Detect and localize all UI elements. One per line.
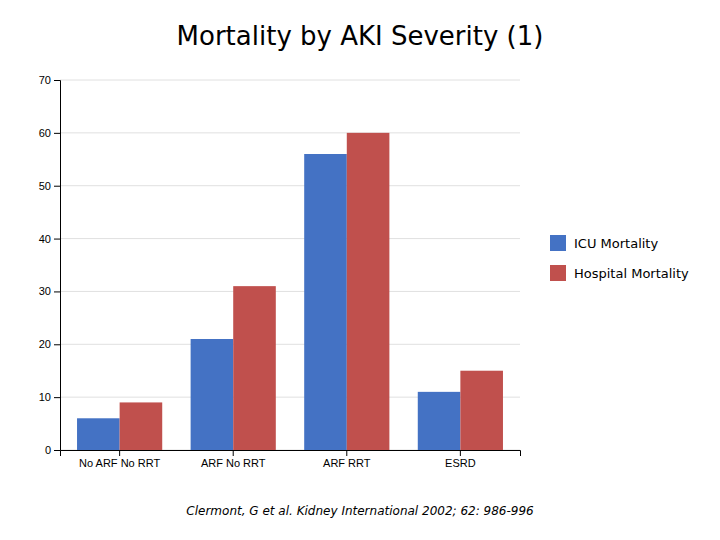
y-tick-mark (54, 239, 60, 240)
x-tick: ESRD (445, 450, 476, 469)
legend-label: Hospital Mortality (574, 266, 689, 281)
bar (460, 371, 503, 450)
x-tick-mark (233, 450, 234, 456)
x-tick-mark (119, 450, 120, 456)
y-axis-line (54, 81, 61, 451)
y-tick: 10 (39, 391, 60, 403)
x-tick-mark (346, 450, 347, 456)
y-tick-label: 20 (39, 338, 51, 350)
y-tick-mark (54, 291, 60, 292)
chart: Mortality by AKI Severity (1) 0 10 20 30 40 50… (0, 0, 720, 540)
y-tick: 70 (39, 74, 60, 86)
y-tick-mark (54, 133, 60, 134)
bar (191, 339, 234, 450)
y-tick-mark (54, 344, 60, 345)
x-axis-line (61, 451, 521, 457)
y-axis: 0 10 20 30 40 50 60 70 (39, 74, 61, 456)
y-tick-label: 10 (39, 391, 51, 403)
x-tick-label: ARF No RRT (201, 457, 266, 469)
x-tick-mark (460, 450, 461, 456)
legend-swatch (550, 235, 566, 251)
footnote: Clermont, G et al. Kidney International … (186, 504, 534, 518)
bar (77, 418, 120, 450)
y-tick-label: 40 (39, 233, 51, 245)
x-tick-label: ARF RRT (323, 457, 371, 469)
x-tick: No ARF No RRT (79, 450, 160, 469)
y-tick: 20 (39, 338, 60, 350)
x-tick: ARF RRT (323, 450, 371, 469)
y-tick: 0 (45, 444, 60, 456)
grid-line (60, 185, 520, 186)
bar (304, 154, 347, 450)
grid-line (60, 132, 520, 133)
y-tick-mark (54, 450, 60, 451)
y-tick-label: 60 (39, 127, 51, 139)
grid-line (60, 344, 520, 345)
legend-item: Hospital Mortality (550, 265, 689, 281)
y-tick: 50 (39, 180, 60, 192)
y-tick: 30 (39, 285, 60, 297)
title: Mortality by AKI Severity (1) (177, 21, 544, 51)
grid-line (60, 291, 520, 292)
bars (77, 133, 503, 450)
x-tick: ARF No RRT (201, 450, 266, 469)
plot: 0 10 20 30 40 50 60 70 No ARF No RRT ARF No RRT AR… (39, 74, 521, 469)
y-tick-label: 70 (39, 74, 51, 86)
y-tick-mark (54, 80, 60, 81)
y-tick-label: 0 (45, 444, 51, 456)
series (120, 133, 503, 450)
x-axis: No ARF No RRT ARF No RRT ARF RRT ESRD (61, 450, 521, 469)
y-tick: 60 (39, 127, 60, 139)
legend-label: ICU Mortality (574, 236, 658, 251)
series (77, 154, 460, 450)
legend-item: ICU Mortality (550, 235, 658, 251)
y-tick-label: 30 (39, 285, 51, 297)
legend: ICU Mortality Hospital Mortality (550, 235, 689, 281)
bar (418, 392, 461, 450)
y-tick-mark (54, 397, 60, 398)
x-tick-label: No ARF No RRT (79, 457, 160, 469)
y-tick: 40 (39, 233, 60, 245)
x-tick-label: ESRD (445, 457, 476, 469)
grid-line (60, 238, 520, 239)
grid (60, 80, 520, 450)
grid-line (60, 80, 520, 81)
legend-swatch (550, 265, 566, 281)
y-tick-label: 50 (39, 180, 51, 192)
y-tick-mark (54, 186, 60, 187)
bar (347, 133, 390, 450)
bar (233, 286, 276, 450)
bar (120, 402, 163, 450)
